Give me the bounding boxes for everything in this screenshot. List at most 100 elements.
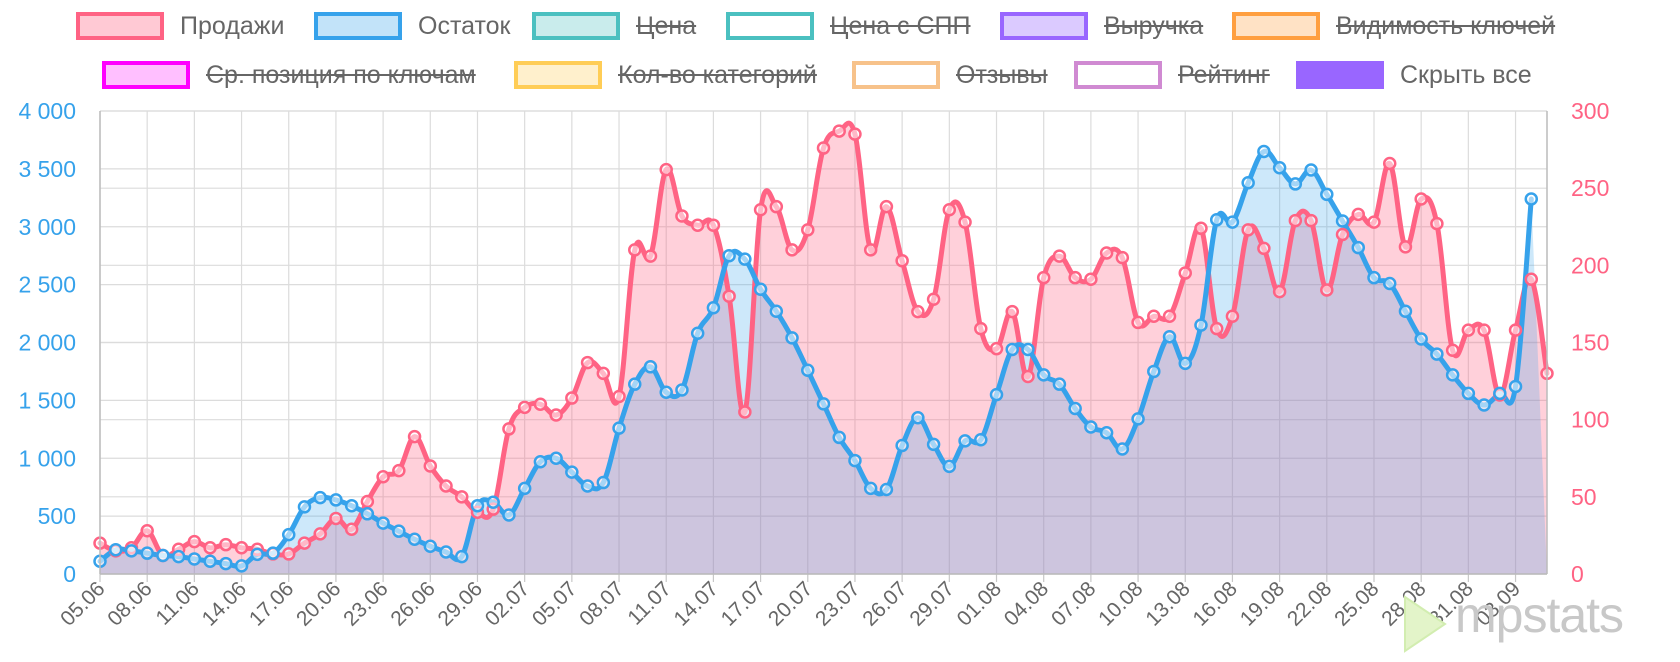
chart-areas (100, 123, 1547, 574)
data-point (1021, 369, 1035, 384)
x-tick-label: 01.08 (953, 577, 1006, 630)
data-point (612, 421, 626, 435)
data-point (1241, 176, 1255, 190)
data-point (1272, 284, 1287, 299)
y-left-tick-label: 2 500 (18, 272, 76, 298)
y-right-tick-label: 300 (1571, 98, 1609, 124)
data-point (1445, 368, 1460, 382)
legend-row: Ср. позиция по ключам Кол-во категорий Отз… (0, 55, 1680, 95)
data-point (769, 199, 784, 214)
legend-swatch (1232, 12, 1320, 40)
x-tick-label: 17.07 (717, 577, 770, 630)
legend-label: Остаток (418, 12, 511, 40)
data-point (549, 408, 563, 422)
x-tick-label: 07.08 (1047, 577, 1100, 630)
mpstats-logo-icon (1404, 595, 1447, 653)
data-point (801, 223, 815, 237)
data-point (958, 215, 972, 229)
data-point (187, 534, 202, 549)
data-point (926, 437, 941, 452)
data-point (1162, 309, 1177, 324)
legend-swatch (1074, 61, 1162, 89)
data-point (1099, 246, 1114, 260)
data-point (1131, 315, 1145, 330)
data-point (958, 434, 972, 448)
data-point (706, 218, 721, 232)
data-point (659, 385, 673, 400)
data-point (439, 479, 453, 493)
data-point (1304, 213, 1318, 228)
data-point (863, 243, 878, 257)
y-left-tick-label: 4 000 (18, 98, 76, 124)
data-point (1320, 283, 1334, 297)
y-right-tick-label: 200 (1571, 252, 1609, 278)
data-point (753, 282, 768, 297)
y-right-tick-label: 0 (1571, 561, 1584, 587)
data-point (1335, 214, 1350, 228)
data-point (439, 545, 453, 559)
data-point (1508, 379, 1523, 394)
watermark: mpstats (1380, 587, 1680, 653)
x-tick-label: 29.07 (905, 577, 958, 630)
data-point (565, 391, 579, 405)
legend-swatch (514, 61, 602, 89)
legend-label: Кол-во категорий (618, 61, 817, 89)
data-point (171, 549, 186, 564)
data-point (1115, 250, 1130, 265)
x-tick-label: 14.06 (198, 577, 251, 630)
data-point (219, 556, 233, 571)
legend-swatch (76, 12, 164, 40)
legend-label: Цена с СПП (830, 12, 971, 40)
data-point (1508, 323, 1523, 337)
data-point (234, 541, 249, 555)
data-point (1036, 270, 1051, 285)
data-point (1382, 276, 1397, 291)
legend-swatch (726, 12, 814, 40)
data-point (1225, 215, 1240, 229)
data-point (1461, 323, 1476, 337)
data-point (565, 465, 579, 479)
data-point (1493, 386, 1507, 401)
data-point (392, 524, 406, 538)
data-point (1430, 347, 1444, 361)
data-point (376, 470, 390, 484)
data-point (360, 494, 375, 509)
data-point (1461, 386, 1476, 401)
data-point (596, 475, 611, 490)
data-point (470, 498, 485, 513)
data-point (1382, 156, 1397, 171)
x-tick-label: 20.07 (764, 577, 817, 630)
data-point (1225, 309, 1240, 324)
series-area (100, 151, 1547, 574)
legend-label: Отзывы (956, 61, 1048, 89)
legend-swatch (532, 12, 620, 40)
data-point (989, 387, 1004, 402)
data-point (989, 341, 1004, 356)
data-point (785, 243, 799, 257)
data-point (376, 516, 390, 530)
y-left-tick-label: 3 000 (18, 214, 76, 240)
data-point (502, 508, 516, 522)
data-point (1320, 187, 1334, 202)
data-point (407, 429, 422, 444)
data-point (1194, 221, 1208, 236)
x-tick-label: 02.07 (481, 577, 534, 630)
data-point (816, 397, 831, 411)
data-point (1367, 270, 1381, 285)
series-area (100, 123, 1547, 574)
data-point (1398, 304, 1413, 318)
data-point (580, 479, 595, 493)
x-tick-label: 13.08 (1141, 577, 1194, 630)
x-tick-label: 14.07 (670, 577, 723, 630)
data-point (140, 524, 154, 538)
data-point (1477, 323, 1491, 337)
x-tick-label: 20.06 (292, 577, 345, 630)
data-point (407, 532, 422, 547)
y-left-tick-label: 3 500 (18, 156, 76, 182)
data-point (297, 536, 312, 550)
data-point (423, 539, 438, 553)
data-point (848, 453, 862, 468)
data-point (643, 360, 658, 374)
data-point (1209, 321, 1224, 336)
